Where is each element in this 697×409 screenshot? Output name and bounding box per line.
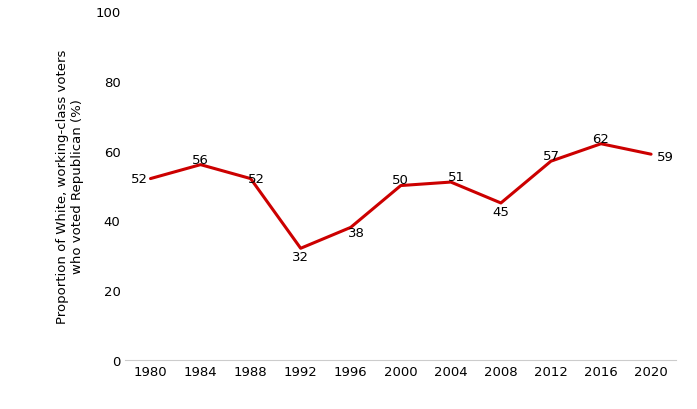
Text: 51: 51: [448, 171, 465, 184]
Text: 62: 62: [592, 133, 609, 145]
Text: 32: 32: [292, 250, 309, 263]
Y-axis label: Proportion of White, working-class voters
who voted Republican (%): Proportion of White, working-class voter…: [56, 49, 84, 323]
Text: 50: 50: [392, 174, 409, 187]
Text: 57: 57: [542, 150, 560, 163]
Text: 38: 38: [348, 227, 365, 240]
Text: 52: 52: [131, 173, 148, 186]
Text: 52: 52: [247, 173, 265, 186]
Text: 59: 59: [657, 151, 673, 164]
Text: 56: 56: [192, 153, 209, 166]
Text: 45: 45: [493, 205, 510, 218]
